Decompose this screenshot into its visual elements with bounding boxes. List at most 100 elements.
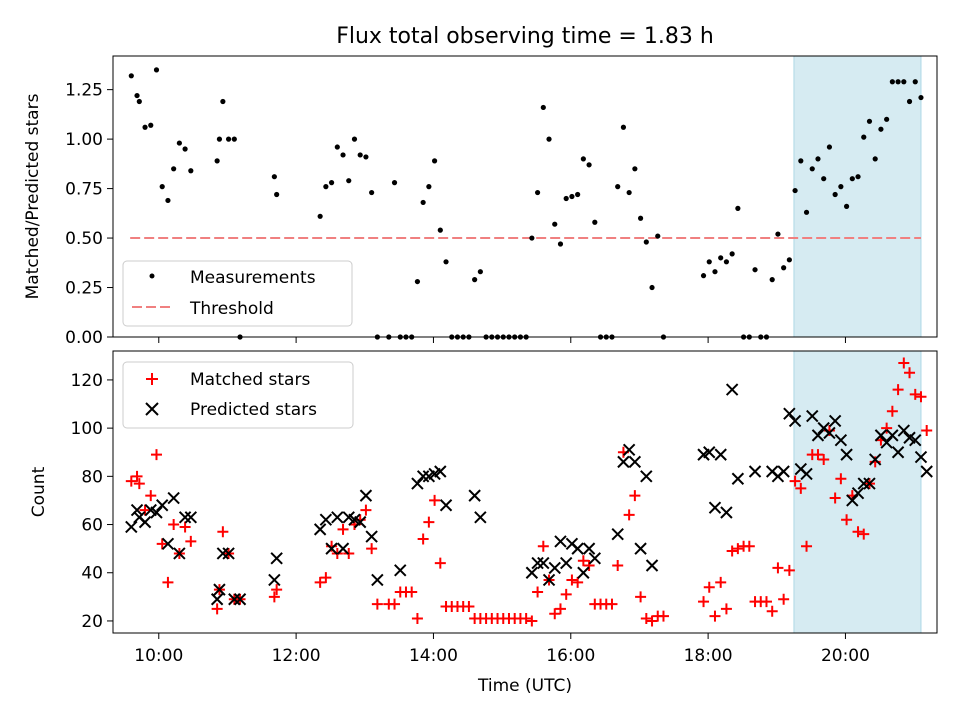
predicted-star-point [834, 433, 848, 447]
predicted-star-point [622, 443, 636, 457]
measurement-point [176, 140, 182, 146]
measurement-point [918, 94, 924, 101]
top-x-ticks [158, 337, 846, 343]
matched-star-point [537, 540, 549, 552]
measurement-point [706, 259, 712, 265]
measurement-point [906, 98, 913, 105]
predicted-star-point [588, 552, 602, 565]
measurement-point [437, 227, 443, 233]
matched-star-point [640, 613, 652, 625]
matched-star-point [366, 543, 378, 555]
matched-star-point [657, 610, 669, 622]
measurement-point [872, 156, 878, 162]
predicted-star-point [851, 486, 865, 500]
legend-matched-marker [146, 373, 158, 385]
measurement-point [220, 98, 226, 105]
matched-star-point [429, 494, 441, 506]
measurement-point [861, 134, 867, 140]
measurement-point [351, 136, 358, 142]
x-axis-label: Time (UTC) [477, 676, 572, 696]
measurement-point [477, 269, 483, 275]
predicted-star-point [325, 542, 338, 555]
top-y-axis-label: Matched/Predicted stars [23, 93, 43, 299]
predicted-star-point [531, 556, 544, 570]
top-y-ticks: 0.00 0.25 0.50 0.75 1.00 1.25 [65, 81, 113, 348]
legend-measurements-label: Measurements [190, 268, 316, 288]
measurement-point [171, 166, 177, 172]
predicted-star-point [806, 409, 819, 423]
predicted-star-point [628, 455, 642, 469]
predicted-star-point [714, 448, 727, 461]
measurement-point [815, 156, 821, 162]
predicted-star-point [371, 573, 384, 587]
measurement-point [843, 203, 850, 209]
matched-star-point [371, 598, 383, 610]
predicted-star-point [920, 465, 933, 478]
measurement-point [786, 257, 792, 263]
matched-star-point [841, 514, 853, 526]
measurement-point [586, 162, 592, 168]
measurement-point [838, 184, 844, 190]
measurement-point [735, 205, 741, 211]
matched-star-point [726, 545, 738, 557]
predicted-star-point [748, 465, 762, 478]
measurement-point [317, 213, 323, 219]
predicted-star-point [233, 593, 247, 606]
predicted-star-point [863, 477, 876, 490]
legend-measurements-marker [149, 273, 155, 279]
measurement-point [546, 136, 552, 142]
matched-star-point [131, 470, 143, 482]
measurement-point [655, 233, 661, 239]
predicted-star-point [725, 383, 739, 396]
predicted-star-point [537, 556, 550, 570]
matched-star-point [852, 526, 864, 538]
predicted-star-point [611, 527, 624, 541]
matched-star-point [326, 540, 338, 552]
matched-star-point [532, 586, 544, 598]
top-panel: 0.00 0.25 0.50 0.75 1.00 1.25 Matched/Predict… [23, 55, 938, 348]
predicted-star-point [886, 429, 899, 442]
measurement-point [159, 184, 165, 190]
bottom-x-tick-label: 16:00 [546, 646, 595, 666]
predicted-star-point [891, 446, 905, 459]
predicted-star-point [811, 429, 825, 442]
measurement-point [855, 174, 861, 180]
measurement-point [323, 184, 329, 190]
bottom-y-tick-label: 100 [71, 419, 103, 439]
measurement-point [391, 180, 398, 186]
measurement-point [580, 156, 586, 162]
top-y-tick-label: 1.25 [65, 81, 103, 101]
predicted-star-point [525, 566, 539, 579]
predicted-star-point [268, 573, 281, 587]
predicted-star-point [542, 573, 556, 587]
matched-star-point [703, 581, 715, 593]
chart-title: Flux total observing time = 1.83 h [336, 24, 714, 49]
predicted-star-point [138, 515, 152, 529]
measurement-point [637, 215, 644, 221]
matched-star-point [772, 562, 784, 574]
bottom-y-tick-label: 80 [81, 467, 103, 487]
bottom-y-tick-label: 60 [81, 516, 103, 536]
predicted-star-point [178, 511, 192, 524]
predicted-star-point [270, 552, 283, 565]
measurement-point [443, 259, 449, 265]
legend-predicted-marker [145, 402, 159, 416]
legend-predicted-label: Predicted stars [190, 400, 317, 420]
matched-star-point [185, 535, 197, 547]
measurement-point [643, 239, 649, 245]
matched-star-point [133, 478, 145, 490]
measurement-point [142, 124, 148, 130]
matched-star-point [549, 608, 561, 620]
predicted-star-point [577, 566, 590, 579]
predicted-star-point [319, 513, 333, 526]
predicted-star-point [857, 477, 870, 490]
predicted-star-point [708, 501, 722, 514]
measurement-point [472, 277, 478, 283]
predicted-star-point [909, 433, 922, 447]
predicted-star-point [720, 506, 733, 519]
measurement-point [569, 193, 575, 200]
predicted-star-point [554, 535, 567, 548]
predicted-star-point [548, 561, 561, 575]
measurement-point [718, 255, 724, 261]
predicted-star-point [840, 448, 853, 461]
